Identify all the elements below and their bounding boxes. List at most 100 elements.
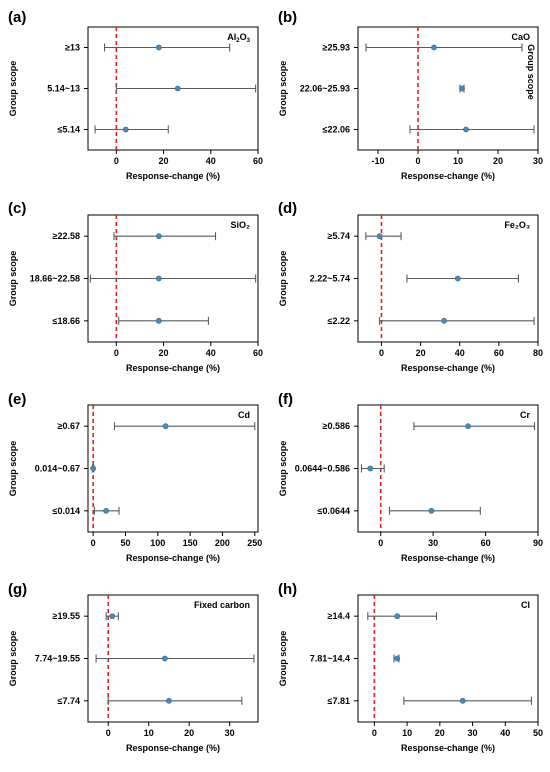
group-label: 7.81~14.4 [310, 654, 350, 664]
y-axis-title: Group scope [8, 441, 18, 497]
x-tick-label: 40 [455, 348, 465, 358]
x-axis-title: Response-change (%) [126, 553, 220, 563]
point-estimate [174, 85, 181, 92]
panel-d: (d) Fe₂O₃ 0 20 40 60 80 Response-change (%) Grou… [278, 200, 543, 373]
x-axis-title: Response-change (%) [401, 743, 495, 753]
variable-label: Fe₂O₃ [504, 220, 530, 230]
point-estimate [166, 697, 172, 704]
point-estimate [441, 317, 447, 324]
panel-b: (b) CaO -10 0 10 20 30 Response-change (%) Group… [278, 9, 543, 181]
x-tick-label: 60 [253, 348, 263, 358]
x-tick-label: 90 [533, 538, 543, 548]
group-label: ≥14.4 [328, 611, 350, 621]
x-tick-label: 20 [416, 348, 426, 358]
y-axis-title: Group scope [278, 441, 288, 497]
x-axis-title: Response-change (%) [401, 553, 495, 563]
x-axis-title: Response-change (%) [126, 363, 220, 373]
x-tick-label: 200 [215, 538, 230, 548]
x-tick-label: 30 [533, 156, 543, 166]
y-axis-title: Group scope [278, 61, 288, 117]
point-estimate [459, 85, 465, 92]
point-estimate [394, 613, 401, 620]
point-estimate [122, 126, 129, 133]
point-estimate [428, 507, 435, 514]
point-estimate [459, 697, 466, 704]
variable-label: Cr [520, 410, 530, 420]
x-axis-title: Response-change (%) [401, 171, 495, 181]
x-tick-label: 60 [494, 348, 504, 358]
x-tick-label: 0 [91, 538, 96, 548]
variable-label: Fixed carbon [194, 600, 250, 610]
point-estimate [394, 655, 401, 662]
plot-frame [87, 404, 259, 533]
panel-h: (h) Cl 0 10 20 30 40 50 Response-change (%) Group… [278, 581, 543, 753]
x-tick-label: 30 [225, 728, 235, 738]
x-tick-label: 100 [150, 538, 165, 548]
x-tick-label: 20 [435, 728, 445, 738]
x-tick-label: 20 [159, 348, 169, 358]
x-tick-label: 40 [206, 348, 216, 358]
variable-label: SiO₂ [230, 220, 250, 230]
group-label: ≤22.06 [323, 125, 350, 135]
variable-label: CaO [511, 32, 530, 42]
x-axis-title: Response-change (%) [126, 743, 220, 753]
x-tick-label: 0 [379, 348, 384, 358]
group-label: 0.0644~0.586 [295, 464, 350, 474]
group-label: ≤2.22 [328, 316, 350, 326]
x-tick-label: 20 [184, 728, 194, 738]
group-label: ≤5.14 [58, 125, 80, 135]
group-label: ≤0.0644 [318, 506, 350, 516]
x-tick-label: 10 [144, 728, 154, 738]
point-estimate [465, 423, 471, 430]
point-estimate [367, 465, 374, 472]
point-estimate [431, 44, 437, 51]
x-tick-label: 80 [533, 348, 543, 358]
point-estimate [463, 126, 469, 133]
point-estimate [109, 613, 116, 620]
point-estimate [155, 44, 162, 51]
point-estimate [155, 233, 162, 240]
group-label: ≥19.55 [53, 611, 80, 621]
x-tick-label: 10 [402, 728, 412, 738]
group-label: ≥13 [65, 43, 80, 53]
group-label: 0.014~0.67 [35, 464, 80, 474]
panel-letter: (h) [278, 581, 297, 598]
x-tick-label: 0 [372, 728, 377, 738]
x-tick-label: 0 [415, 156, 420, 166]
panel-letter: (f) [278, 391, 293, 408]
group-label: ≤7.74 [58, 696, 80, 706]
x-tick-label: 30 [428, 538, 438, 548]
point-estimate [376, 233, 383, 240]
y-axis-title: Group scope [8, 61, 18, 117]
x-tick-label: 20 [159, 156, 169, 166]
plot-frame [357, 594, 539, 723]
group-label: ≥0.586 [323, 421, 350, 431]
x-tick-label: 60 [481, 538, 491, 548]
x-tick-label: 30 [468, 728, 478, 738]
y-axis-title: Group scope [278, 251, 288, 307]
panel-c: (c) SiO₂ 0 20 40 60 Response-change (%) Group s… [8, 200, 263, 373]
x-tick-label: 50 [120, 538, 130, 548]
x-axis-title: Response-change (%) [126, 171, 220, 181]
group-label: ≥5.74 [328, 231, 350, 241]
x-tick-label: -10 [371, 156, 384, 166]
point-estimate [90, 465, 97, 472]
y-axis-title: Group scope [8, 251, 18, 307]
group-label: 22.06~25.93 [300, 84, 350, 94]
variable-label: Cl [521, 600, 530, 610]
panel-letter: (c) [8, 200, 26, 217]
group-label: ≥0.67 [58, 421, 80, 431]
panel-g: (g) Fixed carbon 0 10 20 30 Response-change (%… [8, 581, 259, 753]
x-tick-label: 20 [493, 156, 503, 166]
point-estimate [454, 275, 461, 282]
point-estimate [155, 275, 162, 282]
y-axis-title: Group scope [8, 631, 18, 687]
x-tick-label: 0 [378, 538, 383, 548]
x-tick-label: 0 [114, 156, 119, 166]
x-tick-label: 150 [183, 538, 198, 548]
group-label: ≤7.81 [328, 696, 350, 706]
x-tick-label: 40 [500, 728, 510, 738]
plot-frame [357, 404, 539, 533]
x-tick-label: 0 [114, 348, 119, 358]
